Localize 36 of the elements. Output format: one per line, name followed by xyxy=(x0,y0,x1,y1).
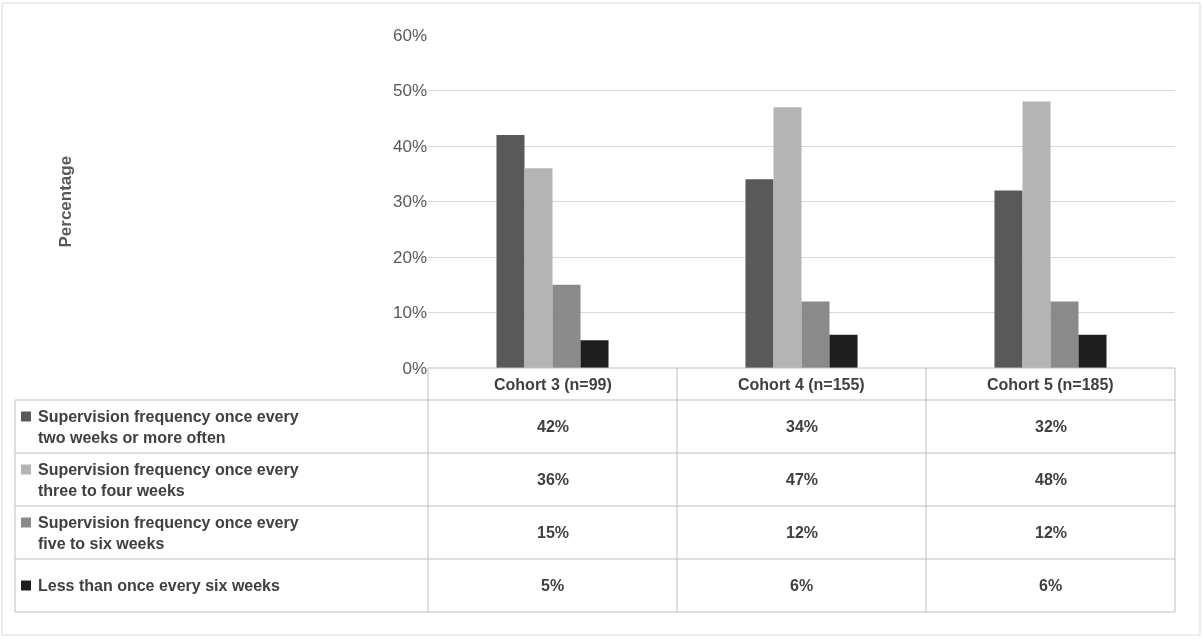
data-label: 36% xyxy=(537,471,570,488)
x-tick-label: Cohort 3 (n=99) xyxy=(494,376,612,393)
data-label: 6% xyxy=(1039,577,1063,594)
bar xyxy=(1050,301,1079,368)
legend-label: Supervision frequency once every three to four weeks xyxy=(38,461,299,499)
y-tick-label: 60% xyxy=(392,25,427,45)
text: Percentage xyxy=(55,155,75,248)
bar xyxy=(829,334,858,368)
data-label: 12% xyxy=(1035,524,1068,541)
bar xyxy=(745,179,774,368)
y-tick-label: 10% xyxy=(392,303,427,323)
x-tick-label: Cohort 4 (n=155) xyxy=(738,376,865,393)
bar xyxy=(994,190,1023,368)
data-label: 5% xyxy=(541,577,565,594)
bar xyxy=(552,284,581,368)
bar xyxy=(580,340,609,368)
y-tick-label: 50% xyxy=(392,81,427,101)
data-label: 15% xyxy=(537,524,570,541)
y-tick-label: 20% xyxy=(392,247,427,267)
bar xyxy=(496,134,525,368)
y-tick-label: 0% xyxy=(402,358,427,378)
legend-label: Supervision frequency once every five to six weeks xyxy=(38,514,299,552)
y-tick-label: 30% xyxy=(392,192,427,212)
data-label: 47% xyxy=(786,471,819,488)
data-label: 48% xyxy=(1035,471,1068,488)
data-label: 12% xyxy=(786,524,819,541)
x-tick-label: Cohort 5 (n=185) xyxy=(987,376,1114,393)
bar xyxy=(1078,334,1107,368)
data-label: 6% xyxy=(790,577,814,594)
data-label: 42% xyxy=(537,418,570,435)
data-label: 34% xyxy=(786,418,819,435)
legend-label: Less than once every six weeks xyxy=(38,577,281,594)
data-label: 32% xyxy=(1035,418,1068,435)
bar xyxy=(801,301,830,368)
y-tick-label: 40% xyxy=(392,136,427,156)
legend-label: Supervision frequency once every two weeks or more often xyxy=(38,408,299,446)
